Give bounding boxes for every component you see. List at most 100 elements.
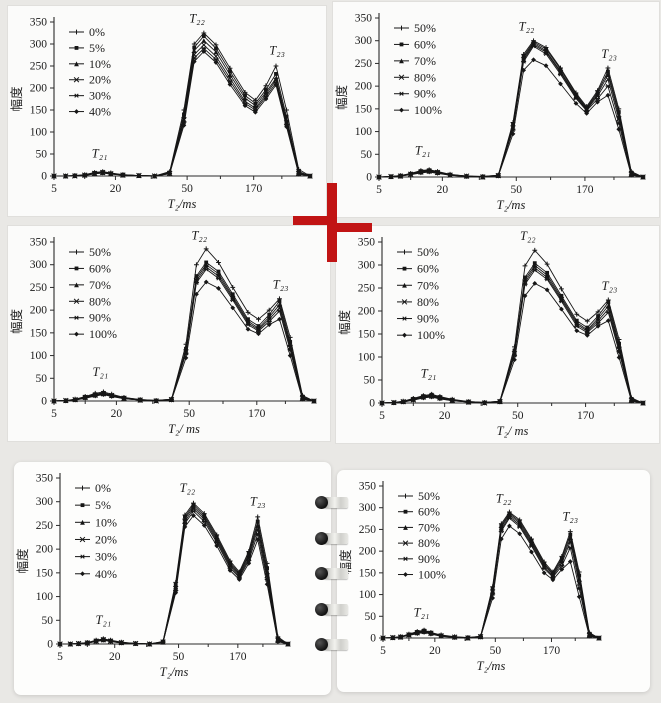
y-tick-label: 150 [359,567,377,579]
annotation-T₂₃: T₂₃ [273,277,289,291]
y-tick-label: 0 [41,171,47,183]
legend-label: 10% [89,57,111,71]
chart-panel-top-right: 0 50 100 150 200 250 300 350 5 20 50 170 幅度 T₂/ms 50% 6… [333,2,659,217]
legend-label: 0% [95,481,111,495]
spiral-binding [305,496,357,666]
chart-svg: 0 50 100 150 200 250 300 350 5 20 50 170 幅度 T₂/ms 0% 5%… [15,473,291,679]
legend: 0% 5% 10% 20% 30% 40% [69,25,111,119]
x-tick-label: 20 [439,410,451,422]
y-tick-label: 350 [36,473,54,485]
binder-ring [315,531,349,545]
y-tick-label: 350 [355,13,373,25]
y-tick-label: 300 [359,502,377,514]
legend-label: 30% [95,550,117,564]
y-tick-label: 0 [41,396,47,408]
y-axis-label: 幅度 [9,309,24,335]
chart-bottom-right: 0 50 100 150 200 250 300 350 5 20 50 170 幅度 T₂/ms 50% 6… [337,470,615,678]
x-tick-label: 20 [110,183,122,195]
x-tick-label: 20 [109,651,121,663]
x-tick-label: 5 [376,184,382,196]
legend-label: 50% [418,489,440,503]
x-tick-label: 5 [57,651,63,663]
y-tick-label: 150 [358,329,376,341]
x-tick-label: 5 [51,408,57,420]
y-tick-label: 200 [358,306,376,318]
annotation-T₂₂: T₂₂ [191,228,207,242]
legend-label: 60% [418,505,440,519]
x-tick-label: 50 [181,183,193,195]
y-tick-label: 200 [359,546,377,558]
legend: 50% 60% 70% 80% 90% 100% [394,21,442,117]
red-plus-mark-left-arm [293,216,329,225]
x-tick-label: 5 [380,645,386,657]
annotation-T₂₂: T₂₂ [520,229,536,243]
annotation-T₂₁: T₂₁ [92,147,108,161]
y-tick-label: 200 [30,305,48,317]
x-axis-label: T₂/ ms [168,422,200,436]
y-tick-label: 300 [358,260,376,272]
legend: 50% 60% 70% 80% 90% 100% [397,245,445,342]
y-tick-label: 100 [358,352,376,364]
y-tick-label: 300 [30,39,48,51]
legend-label: 50% [414,21,436,35]
legend-label: 100% [417,328,445,342]
x-tick-label: 50 [183,408,195,420]
notebook-page-left: 0 50 100 150 200 250 300 350 5 20 50 170 幅度 T₂/ms 0% 5%… [14,462,331,695]
legend-label: 70% [418,520,440,534]
y-tick-label: 250 [355,58,373,70]
y-tick-label: 300 [355,35,373,47]
legend-label: 0% [89,25,105,39]
legend-label: 90% [417,312,439,326]
y-tick-label: 250 [359,524,377,536]
legend-label: 90% [414,87,436,101]
x-tick-label: 50 [511,184,523,196]
y-tick-label: 250 [358,283,376,295]
legend-label: 70% [417,278,439,292]
y-tick-label: 100 [355,126,373,138]
annotation-T₂₂: T₂₂ [519,20,535,34]
y-tick-label: 100 [36,591,54,603]
y-tick-label: 250 [36,520,54,532]
chart-bottom-left-wrap: 0 50 100 150 200 250 300 350 5 20 50 170 幅度 T₂/ms 0% 5%… [14,462,304,684]
y-axis-label: 幅度 [337,310,352,336]
y-tick-label: 100 [359,589,377,601]
series-line [383,517,600,639]
chart-middle-left: 0 50 100 150 200 250 300 350 5 20 50 170 幅度 T₂/ ms 50%… [8,226,330,441]
series-100% [379,281,646,406]
x-tick-label: 20 [437,184,449,196]
x-tick-label: 20 [429,645,441,657]
annotation-T₂₃: T₂₃ [602,279,618,293]
legend-label: 70% [89,278,111,292]
annotation-T₂₁: T₂₁ [421,367,437,381]
series-60% [381,511,601,640]
y-tick-label: 350 [359,481,377,493]
legend-label: 80% [414,70,436,84]
series-line [382,512,600,639]
x-tick-label: 170 [543,645,561,657]
legend-label: 100% [89,327,117,341]
series-40% [51,49,313,179]
chart-top-left: 0 50 100 150 200 250 300 350 5 20 50 170 幅度 T₂/ms 0% 5%… [8,6,326,216]
legend-label: 20% [89,73,111,87]
y-tick-label: 200 [36,544,54,556]
y-tick-label: 250 [30,282,48,294]
y-tick-label: 350 [30,237,48,249]
legend-label: 60% [414,37,436,51]
y-tick-label: 0 [369,398,375,410]
x-tick-label: 50 [173,651,185,663]
series-5% [58,503,290,646]
x-tick-label: 170 [576,184,594,196]
legend: 0% 5% 10% 20% 30% 40% [75,481,117,581]
x-axis-label: T₂/ms [477,659,506,673]
y-tick-label: 150 [30,105,48,117]
series-40% [57,513,291,647]
series-line [382,515,600,639]
legend-label: 100% [418,568,446,582]
chart-svg: 0 50 100 150 200 250 300 350 5 20 50 170 幅度 T₂/ms 0% 5%… [9,11,313,211]
chart-bottom-right-wrap: 0 50 100 150 200 250 300 350 5 20 50 170 幅度 T₂/ms 50% 6… [337,470,615,678]
y-tick-label: 300 [36,496,54,508]
series-0% [57,500,291,647]
notebook-page-right: 0 50 100 150 200 250 300 350 5 20 50 170 幅度 T₂/ms 50% 6… [337,470,650,692]
x-tick-label: 170 [248,408,266,420]
y-tick-label: 0 [47,639,53,651]
